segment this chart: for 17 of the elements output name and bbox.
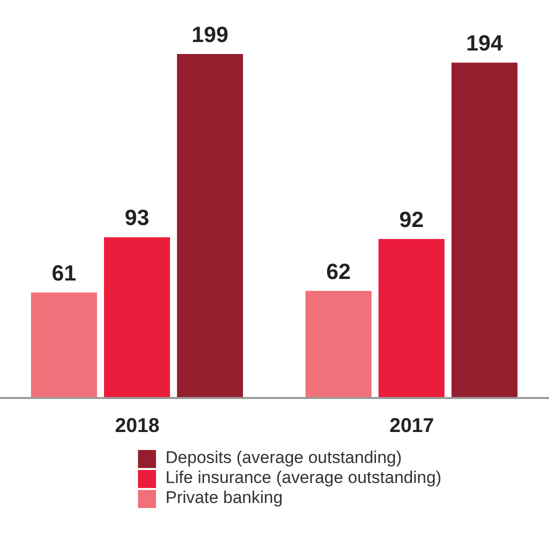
bar: [306, 290, 372, 398]
x-tick-label: 2017: [390, 415, 434, 438]
data-label: 194: [466, 30, 504, 56]
legend-label: Deposits (average outstanding): [166, 448, 402, 467]
bar: [31, 292, 97, 398]
bar: [104, 237, 170, 398]
legend-label: Private banking: [166, 488, 283, 507]
bar: [177, 54, 243, 398]
data-label: 199: [192, 22, 228, 47]
data-label: 93: [124, 205, 150, 230]
bar: [378, 238, 444, 398]
legend-label: Life insurance (average outstanding): [166, 468, 442, 487]
data-label: 62: [326, 258, 351, 284]
data-label: 61: [52, 260, 76, 286]
x-tick-label: 2018: [115, 415, 160, 438]
bar: [452, 62, 518, 398]
data-label: 92: [399, 206, 424, 232]
